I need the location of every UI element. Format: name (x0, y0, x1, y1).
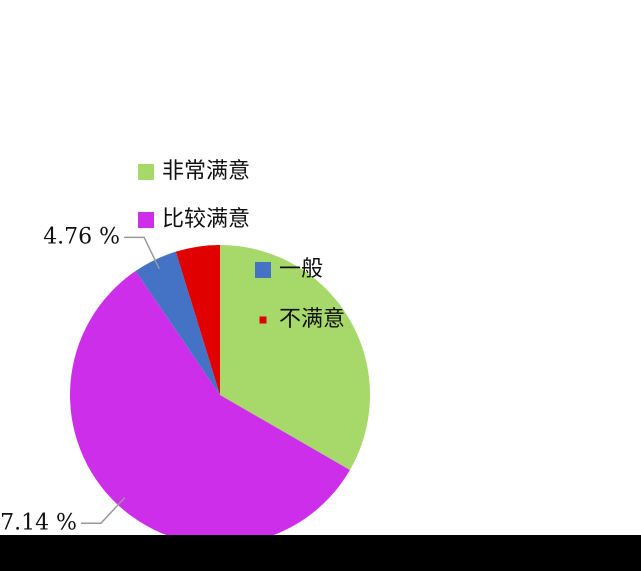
legend-label: 比较满意 (162, 207, 250, 232)
pie-slice (175, 245, 220, 395)
leader-line (124, 236, 160, 270)
legend-swatch (259, 316, 267, 324)
legend-label: 非常满意 (162, 159, 250, 184)
legend-swatch (255, 262, 271, 278)
data-label: 57.14 % (0, 510, 77, 535)
legend-swatch (138, 164, 154, 180)
pie-slice (69, 271, 350, 545)
legend-label: 不满意 (279, 307, 345, 332)
bottom-band (0, 535, 641, 571)
legend-label: 一般 (279, 257, 323, 282)
pie-slice (220, 245, 370, 470)
leader-line (80, 497, 126, 525)
data-label: 4.76 % (43, 224, 120, 249)
pie-slice (135, 251, 220, 395)
legend-swatch (138, 212, 154, 228)
